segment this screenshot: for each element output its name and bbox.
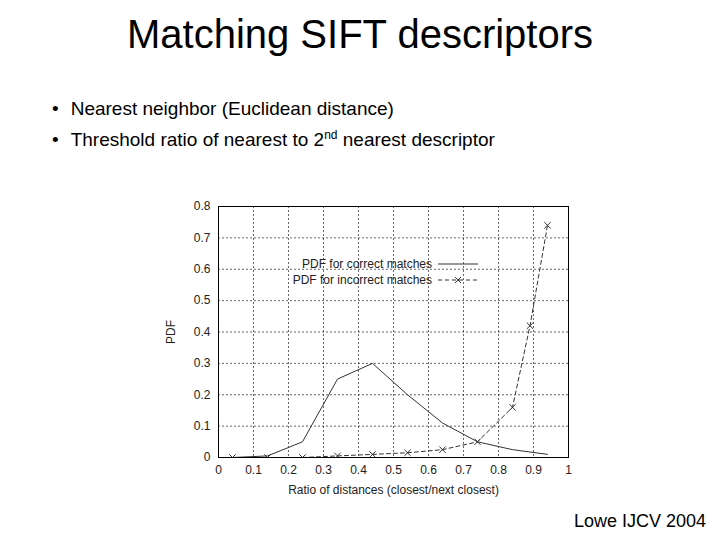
svg-text:0.1: 0.1 <box>245 463 262 477</box>
svg-text:PDF: PDF <box>164 320 178 344</box>
html-text:Threshold ratio of nearest to: Threshold ratio of nearest to 2ndnearest… <box>70 128 495 151</box>
html-text:PDF for incorrect matches: PDF for incorrect matches <box>292 273 432 287</box>
svg-text:0.5: 0.5 <box>194 293 211 307</box>
svg-text:0: 0 <box>204 450 211 464</box>
svg-text:0.7: 0.7 <box>455 463 472 477</box>
svg-text:0.9: 0.9 <box>525 463 542 477</box>
html-text:Nearest neighbor (Euclidean di: Nearest neighbor (Euclidean distance) <box>70 98 394 119</box>
svg-text:0.7: 0.7 <box>194 231 211 245</box>
svg-text:0.8: 0.8 <box>490 463 507 477</box>
svg-text:0.6: 0.6 <box>194 262 211 276</box>
svg-text:0.3: 0.3 <box>194 356 211 370</box>
svg-text:0.4: 0.4 <box>194 325 211 339</box>
html-text:PDF for correct matches: PDF for correct matches <box>302 257 432 271</box>
svg-text:0.5: 0.5 <box>385 463 402 477</box>
svg-text:0.2: 0.2 <box>194 388 211 402</box>
svg-text:0: 0 <box>215 463 222 477</box>
svg-text:0.4: 0.4 <box>350 463 367 477</box>
html-text:Matching SIFT descriptors: Matching SIFT descriptors <box>127 12 593 56</box>
svg-text:0.1: 0.1 <box>194 419 211 433</box>
svg-text:0.2: 0.2 <box>280 463 297 477</box>
svg-text:0.6: 0.6 <box>420 463 437 477</box>
svg-text:0.3: 0.3 <box>315 463 332 477</box>
svg-text:1: 1 <box>565 463 572 477</box>
svg-text:Ratio of distances (closest/ne: Ratio of distances (closest/next closest… <box>288 483 499 497</box>
svg-text:0.8: 0.8 <box>194 199 211 213</box>
html-text:Lowe IJCV 2004: Lowe IJCV 2004 <box>573 511 706 531</box>
